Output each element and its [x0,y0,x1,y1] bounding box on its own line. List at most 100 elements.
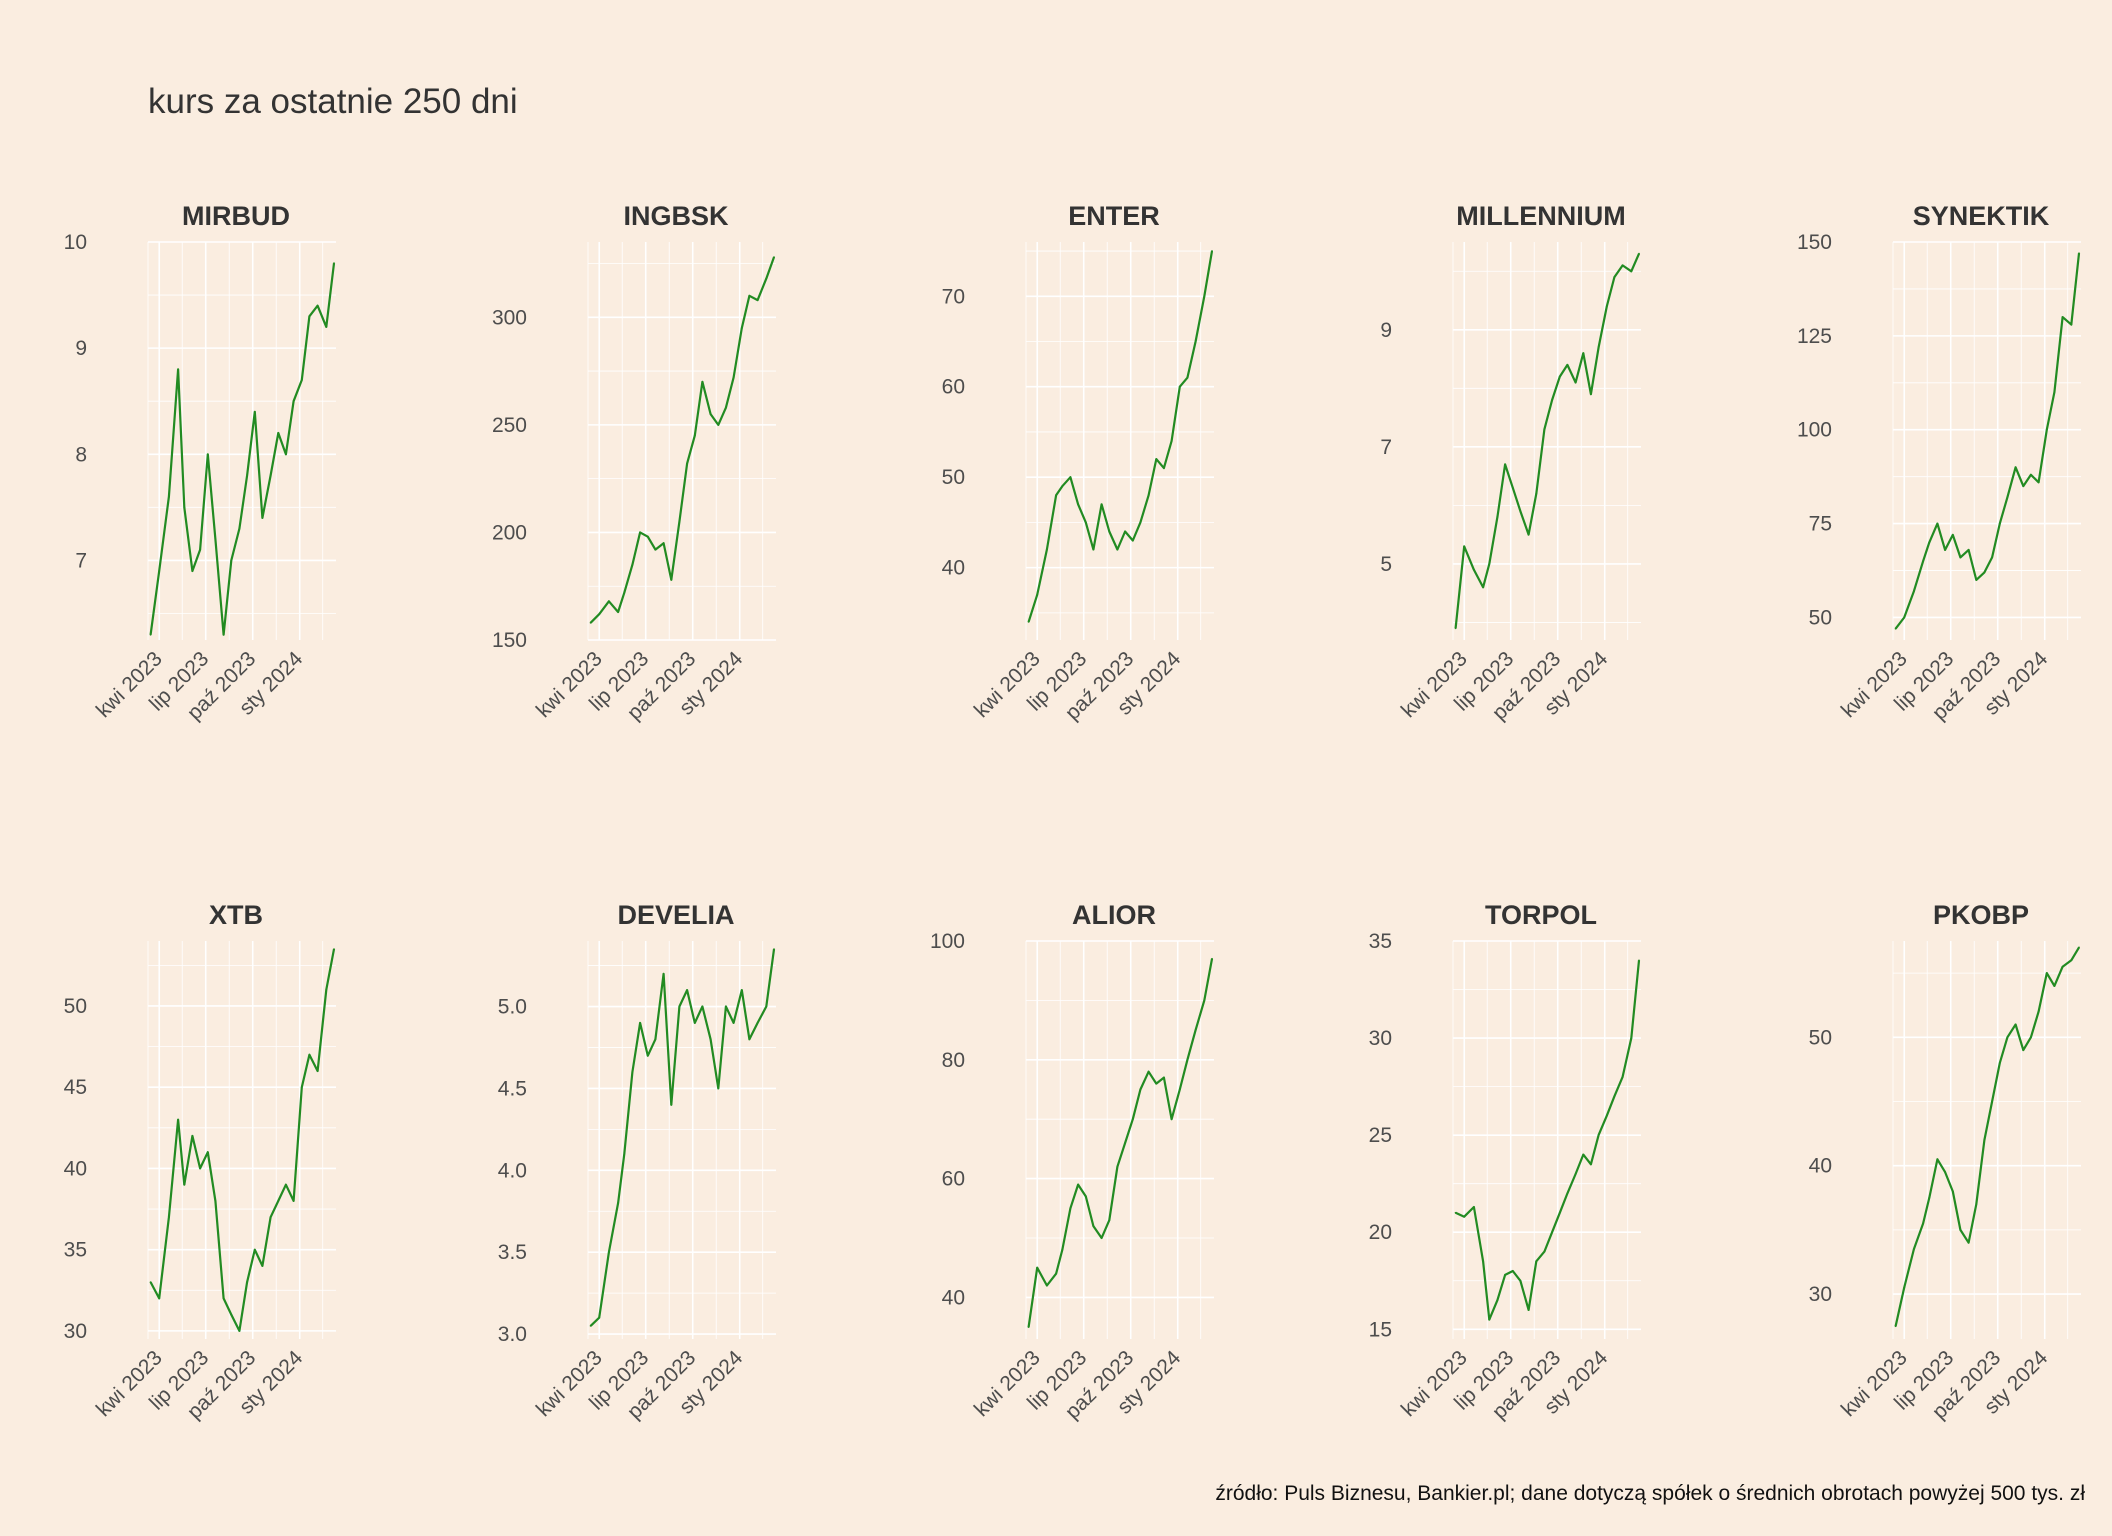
data-point [646,535,649,538]
data-point [1077,503,1079,506]
data-point [1092,548,1095,551]
data-point [701,1005,704,1008]
y-tick-label: 100 [930,930,965,953]
data-point [2006,496,2009,499]
source-caption: źródło: Puls Biznesu, Bankier.pl; dane d… [1215,1482,2085,1505]
data-point [1463,545,1466,548]
data-point [1170,440,1173,442]
data-point [732,376,735,379]
data-point [1488,1318,1491,1321]
y-tick-label: 200 [492,521,527,544]
data-point [623,591,626,594]
data-point [1944,1171,1946,1173]
data-point [1590,1163,1592,1166]
data-point [1582,1153,1585,1156]
data-point [1527,1309,1530,1311]
data-point [1543,428,1546,431]
data-point [1527,533,1530,536]
data-point [1535,492,1538,495]
data-point [589,1325,592,1327]
panel-title: MIRBUD [182,201,290,231]
data-point [1597,1134,1600,1136]
price-line [589,949,776,1327]
data-point [1454,627,1457,630]
data-point [1046,548,1048,551]
data-point [617,611,619,613]
y-tick-label: 60 [942,1168,965,1191]
data-point [1558,375,1561,378]
y-tick-label: 70 [942,285,965,308]
y-tick-label: 5 [1380,553,1392,576]
data-point [662,972,665,975]
data-point [308,1053,311,1056]
data-point [2045,428,2048,431]
data-point [149,633,152,636]
data-point [246,474,249,477]
y-tick-label: 100 [1797,419,1832,442]
data-point [1488,563,1491,565]
data-point [292,400,295,403]
data-point [158,1297,161,1300]
data-point [1543,1250,1546,1253]
data-point [261,1265,264,1267]
data-point [2014,1023,2017,1026]
data-point [1558,1211,1561,1214]
data-point [740,327,743,329]
data-point [1055,1272,1057,1275]
data-point [1482,1260,1484,1263]
data-point [717,1087,720,1090]
data-point [670,578,673,581]
y-tick-label: 125 [1797,325,1832,348]
data-point [2037,1010,2040,1013]
data-point [177,368,180,371]
data-point [1913,590,1915,593]
data-point [1124,1142,1126,1144]
panel-title: MILLENNIUM [1456,201,1625,231]
data-point [308,315,311,318]
data-point [300,1086,303,1089]
data-point [1991,1100,1993,1103]
price-line [149,948,336,1333]
data-point [277,432,280,434]
data-point [589,621,592,624]
data-point [1566,364,1569,366]
data-point [717,424,720,426]
data-point [1504,1274,1506,1276]
data-point [2061,316,2064,318]
panel-title: INGBSK [623,201,729,231]
data-point [222,633,225,636]
panel-title: ALIOR [1072,900,1156,930]
y-tick-label: 45 [64,1076,87,1099]
y-tick-label: 15 [1369,1318,1392,1341]
y-tick-label: 10 [64,231,87,254]
price-line [589,256,776,624]
y-tick-label: 8 [75,443,87,466]
data-point [149,1281,152,1283]
data-point [246,1281,249,1283]
data-point [1630,270,1633,273]
data-point [2078,252,2080,255]
data-point [1998,522,2001,525]
y-tick-label: 35 [64,1239,87,1262]
data-point [1605,1114,1608,1117]
data-point [1092,1225,1095,1227]
data-point [1473,568,1475,571]
data-point [1178,1088,1181,1091]
data-point [1061,1249,1064,1251]
data-point [2030,473,2032,476]
data-point [1046,1284,1048,1287]
y-tick-label: 150 [1797,231,1832,254]
data-point [1903,616,1906,619]
data-point [1124,530,1126,533]
data-point [168,1216,170,1219]
y-tick-label: 3.0 [498,1323,527,1346]
data-point [748,294,751,297]
data-point [1155,1082,1158,1085]
data-point [1496,1299,1499,1302]
data-point [2014,466,2017,469]
data-point [2070,959,2073,962]
y-tick-label: 7 [75,549,87,572]
